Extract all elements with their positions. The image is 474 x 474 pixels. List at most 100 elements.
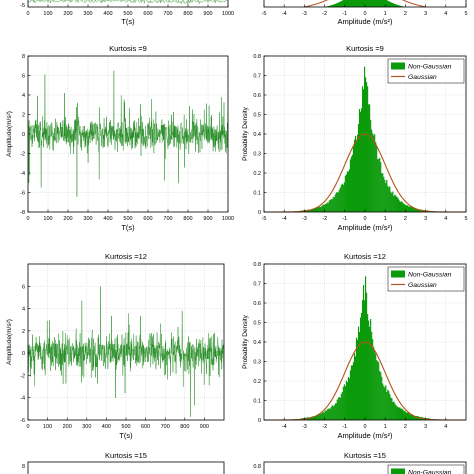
histogram-bar [325,410,327,420]
histogram-bar [342,184,344,212]
histogram-bar [362,285,365,420]
x-tick-label: 400 [103,216,112,222]
histogram-bar [391,193,393,212]
histogram-bar [359,317,362,420]
histogram-bar [376,145,378,212]
chart-title: Kurtosis =9 [346,44,384,53]
histogram-bar [371,129,373,212]
histogram-bar [366,292,368,420]
x-tick-label: 5 [464,216,467,222]
histogram-bar [338,189,340,212]
x-tick-label: 500 [123,216,132,222]
histogram-bar [366,82,368,212]
x-tick-label: 500 [123,11,132,17]
histogram-bar [378,158,380,212]
x-tick-label: 4 [444,11,447,17]
x-tick-label: -4 [282,216,287,222]
histogram-bar [355,141,358,212]
x-tick-label: 3 [424,216,427,222]
x-axis-label: Amplitude (m/s²) [337,17,393,26]
histogram-bar [359,111,362,212]
signal-series-line [27,70,229,197]
y-tick-label: 0.1 [253,399,261,405]
histogram-bar [419,209,421,212]
histogram-bar [347,377,349,420]
histogram-bar [375,353,377,420]
y-tick-label: 0.2 [253,171,261,177]
legend-swatch-non-gaussian [391,62,405,70]
x-tick-label: 1 [384,424,387,430]
histogram-bar [397,406,399,420]
axes-frame [263,461,467,474]
histogram-bar [398,407,400,420]
histogram-bar [391,398,393,420]
x-tick-label: -5 [262,11,267,17]
chart-top-right-partial: -5 -4 -3 -2 -1 0 1 2 3 4 5 Amplitude (m/s²) [262,0,468,26]
histogram-bar [414,208,416,212]
x-tick-label: 1 [384,11,387,17]
histogram-bar [401,201,403,212]
y-tick-label: -4 [20,396,25,402]
histogram-bar [348,169,350,212]
x-tick-label: -2 [322,11,327,17]
chart-k15-hist-partial: Kurtosis =15 0.8 Non-Gaussian [253,451,467,474]
chart-title: Kurtosis =15 [105,451,147,460]
y-tick-label: 0.4 [253,132,261,138]
x-tick-label: 800 [180,424,189,430]
histogram-bar [361,300,364,420]
histogram-bar [396,196,398,212]
x-tick-label: -4 [282,11,287,17]
x-tick-label: 200 [63,11,72,17]
histogram-bar [335,403,337,420]
histogram-bar [341,183,343,212]
histogram-bar [398,199,400,212]
histogram-bar [407,412,409,420]
x-tick-label: 900 [203,216,212,222]
histogram-bar [380,162,382,212]
histogram-bar [349,159,352,212]
y-axis-label: Probability Density [242,314,249,369]
y-tick-label: 0 [258,210,261,216]
x-tick-label: -3 [302,216,307,222]
axes-frame [27,461,225,474]
histogram-bar [371,331,373,420]
y-tick-label: -6 [20,191,25,197]
x-tick-label: 0 [363,424,366,430]
histogram-bar [324,203,326,212]
histogram-bar [385,385,387,420]
histogram-bar [318,206,320,212]
histogram-bar [322,411,324,420]
histogram-bar [406,205,408,212]
histogram-bar [357,326,360,420]
histogram-bar [320,413,322,420]
y-tick-label: 0 [22,351,25,357]
x-tick-label: 400 [103,11,112,17]
x-tick-label: 1000 [222,11,234,17]
histogram-bar [329,408,331,420]
histogram-bar [350,365,353,420]
histogram-bar [384,179,386,212]
x-tick-label: 0 [26,216,29,222]
histogram-bar [403,411,405,420]
x-tick-label: 100 [43,424,52,430]
x-tick-label: 100 [43,216,52,222]
histogram-bar [362,89,365,212]
histogram-bar [309,209,311,212]
histogram-bar [313,208,315,212]
histogram-bar [387,389,389,420]
histogram-bar [369,326,371,420]
histogram-bar [392,401,394,420]
x-tick-label: 100 [43,11,52,17]
histogram-bar [404,204,406,212]
plot-area [28,0,228,7]
histogram-bar [360,312,363,420]
histogram-bar [397,197,399,212]
histogram-bar [335,192,337,212]
histogram-bar [331,405,333,420]
histogram-bar [311,208,313,212]
legend-swatch-non-gaussian [391,468,405,474]
x-tick-label: 200 [63,424,72,430]
histogram-bar [354,136,357,212]
histogram-bar [373,135,375,212]
